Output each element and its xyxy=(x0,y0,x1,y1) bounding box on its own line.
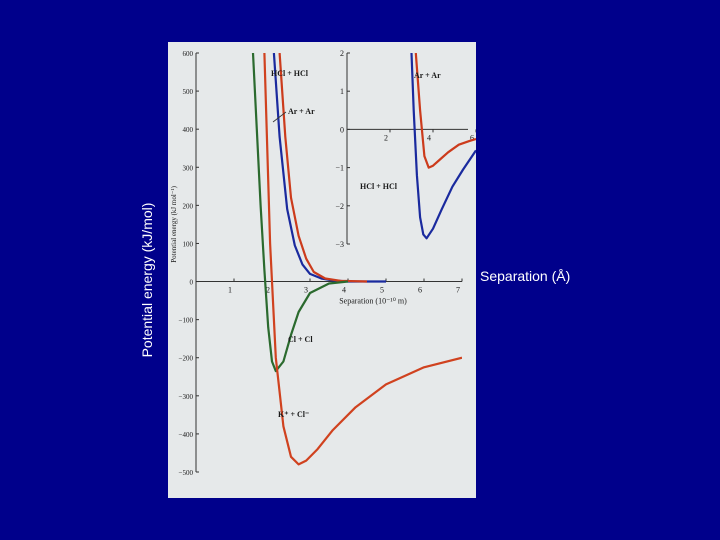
main-y-tick-label: −400 xyxy=(179,431,194,439)
main-series-line-1 xyxy=(278,53,368,283)
main-y-tick-label: 200 xyxy=(183,202,194,210)
inset-x-tick-label: 2 xyxy=(384,133,388,142)
inset-y-tick-label: 2 xyxy=(340,49,344,58)
inset-y-tick-label: 0 xyxy=(340,125,344,134)
potential-energy-figure: 600 500 400 300 200 100 0 −100 −200 −300 −400 −500 1… xyxy=(168,42,476,498)
inset-y-tick-label: −1 xyxy=(335,164,344,173)
label-cl-cl: Cl + Cl xyxy=(288,335,313,344)
inset-series-line-0 xyxy=(414,53,476,169)
main-x-tick-label: 3 xyxy=(304,286,308,295)
main-x-tick-label: 6 xyxy=(418,286,422,295)
slide-x-axis-label: Separation (Å) xyxy=(480,268,571,284)
main-x-tick-label: 4 xyxy=(342,286,346,295)
inset-y-tick-label: −2 xyxy=(335,202,344,211)
inset-label-ar-ar: Ar + Ar xyxy=(414,71,441,80)
main-y-tick-label: 100 xyxy=(183,240,194,248)
potential-energy-chart: 600 500 400 300 200 100 0 −100 −200 −300 −400 −500 1… xyxy=(170,49,476,477)
main-y-tick-label: 500 xyxy=(183,88,194,96)
main-y-tick-label: −100 xyxy=(179,317,194,325)
main-y-tick-label: −200 xyxy=(179,355,194,363)
main-x-tick-label: 7 xyxy=(456,286,460,295)
main-y-tick-label: 400 xyxy=(183,126,194,134)
inset-x-tick-label: 4 xyxy=(427,133,431,142)
main-series-line-3 xyxy=(263,53,462,466)
main-y-tick-label: 600 xyxy=(183,50,194,58)
inset-label-hcl-hcl: HCl + HCl xyxy=(360,182,398,191)
main-series-line-0 xyxy=(272,53,386,283)
main-x-tick-label: 2 xyxy=(266,286,270,295)
main-y-tick-label: 0 xyxy=(190,279,194,287)
inset-y-tick-label: −3 xyxy=(335,240,344,249)
inset-y-tick-label: 1 xyxy=(340,87,344,96)
main-y-tick-label: −500 xyxy=(179,469,194,477)
main-x-tick-label: 5 xyxy=(380,286,384,295)
label-k-cl: K⁺ + Cl⁻ xyxy=(278,410,309,419)
main-y-axis-title: Potential energy (kJ mol⁻¹) xyxy=(170,185,178,262)
label-ar-ar: Ar + Ar xyxy=(288,107,315,116)
slide-y-axis-label: Potential energy (kJ/mol) xyxy=(139,202,155,358)
inset-x-tick-label: 6 xyxy=(470,133,474,142)
inset-series-line-1 xyxy=(410,53,476,240)
main-series-line-2 xyxy=(251,53,349,373)
main-y-tick-label: 300 xyxy=(183,164,194,172)
label-hcl-hcl: HCl + HCl xyxy=(271,69,309,78)
main-x-tick-label: 1 xyxy=(228,286,232,295)
main-x-axis-title: Separation (10⁻¹⁰ m) xyxy=(339,297,407,306)
main-y-tick-label: −300 xyxy=(179,393,194,401)
label-ar-ar-pointer xyxy=(272,111,287,123)
